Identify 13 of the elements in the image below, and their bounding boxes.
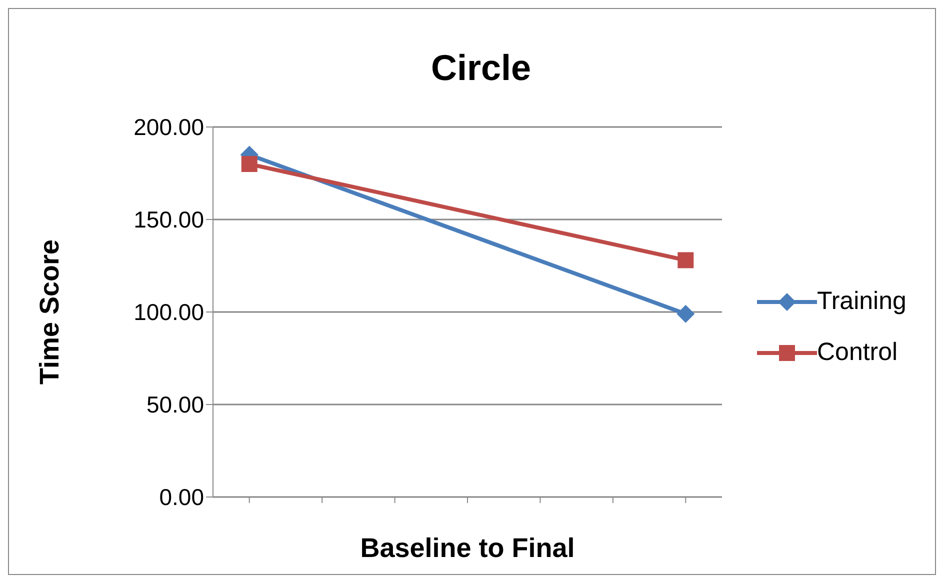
- chart-title: Circle: [430, 47, 532, 89]
- y-tick-label: 200.00: [134, 114, 204, 140]
- point: [676, 304, 695, 323]
- point: [241, 156, 258, 172]
- x-axis-title: Baseline to Final: [360, 533, 575, 563]
- legend-label: Training: [817, 287, 906, 316]
- y-tick-label: 100.00: [134, 299, 204, 326]
- y-tick-label: 50.00: [146, 392, 204, 418]
- legend-label: Control: [817, 338, 898, 367]
- y-tick-label: 150.00: [134, 206, 204, 233]
- point: [678, 252, 694, 268]
- y-axis-title: Time Score: [34, 239, 65, 385]
- y-tick-label: 0.00: [159, 484, 204, 510]
